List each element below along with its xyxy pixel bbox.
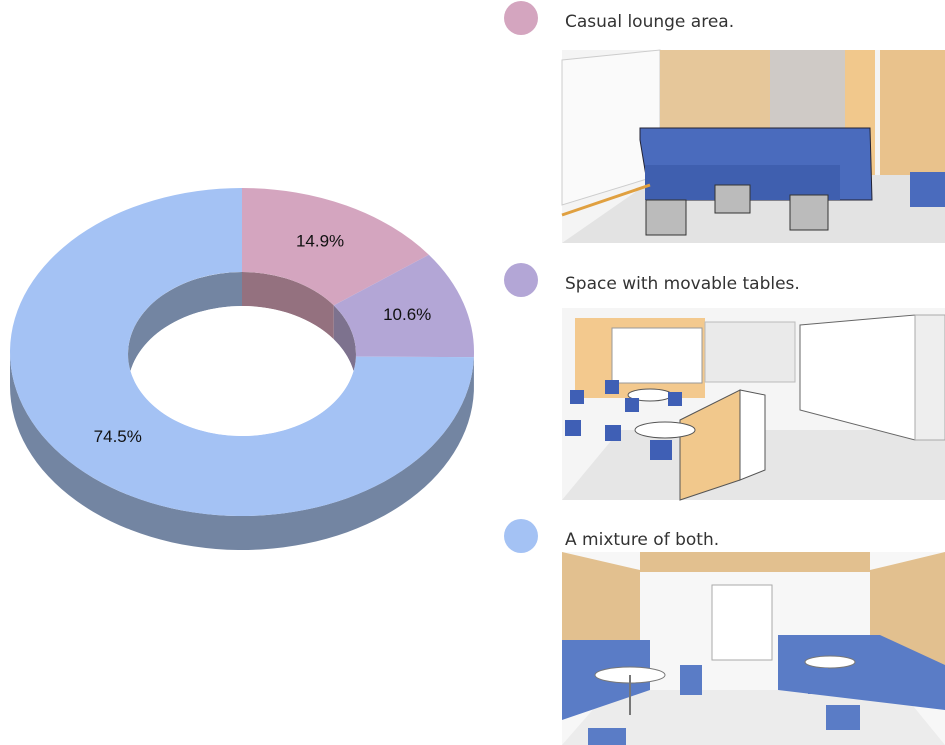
legend-label: A mixture of both. [565,530,719,550]
illustration-mixture [562,552,945,745]
labels: 14.9% 10.6% 74.5% [94,232,432,446]
hole-floor [128,306,356,436]
slice-label: 14.9% [296,232,344,251]
side-walls [10,352,474,550]
slice [242,188,429,306]
inner-wall [242,272,334,340]
inner-wall [128,272,242,388]
illustration-lounge [561,49,945,243]
inner-walls [128,272,356,388]
slice-label: 74.5% [94,427,142,446]
slice [9,188,474,516]
slice [333,254,474,358]
slice-label: 10.6% [383,305,431,324]
legend-swatch [504,263,538,297]
top-faces [9,188,474,516]
illustration-tables [562,308,945,501]
inner-wall [333,305,356,388]
side-wall [10,352,474,550]
legend: Casual lounge area. Space with movable ta… [504,1,800,553]
donut: 14.9% 10.6% 74.5% [9,188,474,550]
legend-label: Casual lounge area. [565,12,734,32]
legend-label: Space with movable tables. [565,274,800,294]
legend-swatch [504,519,538,553]
legend-swatch [504,1,538,35]
